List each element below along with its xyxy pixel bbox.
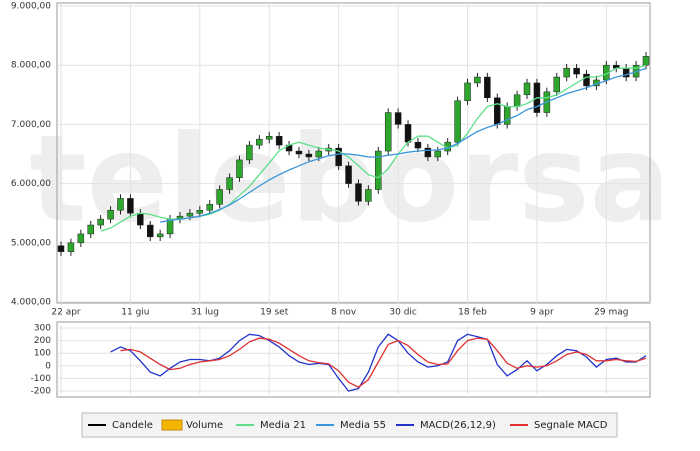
y-tick-label: -200 (31, 387, 52, 397)
candle-body (355, 183, 362, 202)
candle-body (573, 67, 580, 75)
y-tick-label: 5.000,00 (11, 238, 51, 248)
candle-body (156, 233, 164, 238)
candle-body (563, 67, 570, 78)
candle-body (553, 76, 561, 93)
candle-body (494, 97, 501, 125)
series-line (160, 67, 647, 223)
candle-body (256, 138, 263, 146)
candle-body (513, 94, 521, 107)
candle-body (137, 212, 144, 226)
candle-body (414, 141, 422, 149)
candle-body (503, 106, 511, 125)
candle-body (216, 189, 223, 205)
candle-body (186, 212, 194, 217)
candle-body (454, 100, 461, 143)
price-frame (56, 2, 651, 304)
candle-body (474, 76, 481, 84)
legend-swatch (161, 419, 183, 431)
candle-body (523, 82, 531, 96)
candle-body (275, 135, 283, 146)
candle-body (404, 124, 412, 143)
candle-body (335, 147, 342, 167)
y-tick-label: 200 (34, 336, 51, 346)
legend-label: Candele (112, 420, 153, 431)
y-tick-label: 0 (45, 361, 51, 371)
candle-body (394, 112, 402, 125)
candle-body (384, 112, 392, 152)
candle-body (246, 144, 253, 161)
series-line (110, 333, 647, 392)
candle-body (484, 76, 491, 99)
candle-body (464, 82, 471, 101)
x-tick-label: 9 apr (530, 308, 554, 318)
legend-label: Media 55 (340, 420, 386, 431)
y-tick-label: 7.000,00 (11, 120, 51, 130)
candle-body (77, 233, 85, 244)
candle-body (295, 150, 303, 155)
y-tick-label: 8.000,00 (11, 61, 51, 71)
legend-label: Segnale MACD (534, 420, 608, 431)
legend-label: Volume (186, 420, 223, 431)
candle-body (87, 224, 94, 235)
candle-body (117, 198, 124, 211)
candle-body (206, 204, 213, 211)
y-tick-label: 300 (34, 324, 51, 334)
candle-body (345, 165, 352, 184)
candle-body (375, 150, 382, 190)
candle-body (265, 135, 273, 140)
x-tick-label: 31 lug (191, 308, 219, 318)
candle-body (424, 147, 432, 158)
candle-body (67, 242, 75, 252)
legend-label: Media 21 (260, 420, 306, 431)
macd-frame (56, 321, 651, 398)
candle-body (305, 153, 313, 158)
candle-body (107, 209, 114, 220)
x-tick-label: 22 apr (51, 308, 81, 318)
y-tick-label: -100 (31, 374, 52, 384)
candle-body (434, 150, 442, 158)
candle-body (642, 56, 650, 66)
x-tick-label: 8 nov (331, 308, 357, 318)
x-tick-label: 11 giu (121, 308, 149, 318)
candle-body (97, 218, 104, 226)
x-tick-label: 19 set (260, 308, 289, 318)
candle-body (226, 177, 233, 190)
candle-body (127, 198, 134, 214)
y-tick-label: 6.000,00 (11, 179, 51, 189)
legend-label: MACD(26,12,9) (420, 420, 496, 431)
candle-body (57, 245, 65, 252)
series-line (120, 337, 647, 388)
candle-body (146, 224, 154, 238)
candle-body (365, 189, 372, 202)
x-tick-label: 18 feb (458, 308, 487, 318)
candle-body (196, 209, 204, 214)
x-tick-label: 29 mag (594, 308, 628, 318)
y-tick-label: 100 (34, 349, 51, 359)
x-tick-label: 30 dic (389, 308, 417, 318)
y-tick-label: 4.000,00 (11, 298, 51, 308)
candle-body (236, 159, 243, 178)
candle-body (583, 73, 590, 87)
candle-body (315, 150, 323, 158)
y-tick-label: 9.000,00 (11, 2, 51, 12)
